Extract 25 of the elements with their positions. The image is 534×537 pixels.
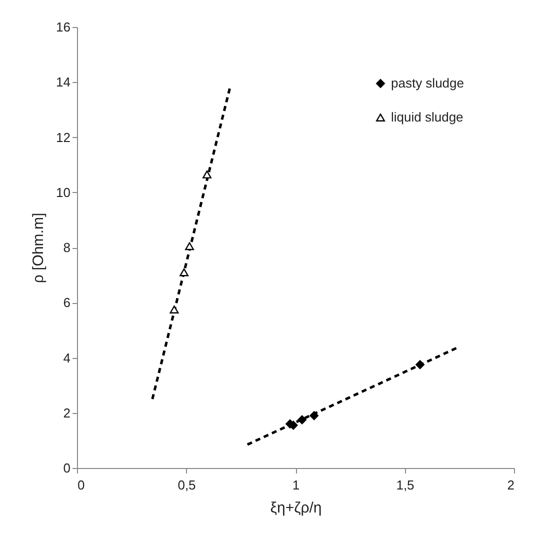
x-tick-label: 1 bbox=[292, 478, 300, 492]
y-tick-label: 12 bbox=[56, 130, 70, 145]
point bbox=[180, 268, 189, 276]
y-tick-label: 10 bbox=[56, 184, 70, 200]
y-tick-label: 0 bbox=[63, 460, 70, 476]
point bbox=[170, 306, 179, 314]
point bbox=[310, 411, 319, 420]
legend-label: pasty sludge bbox=[391, 76, 464, 90]
y-tick-label: 8 bbox=[63, 240, 70, 255]
x-tick-label: 1,5 bbox=[396, 478, 414, 492]
y-tick-label: 6 bbox=[63, 295, 70, 310]
x-tick-label: 2 bbox=[507, 478, 514, 492]
point bbox=[416, 360, 425, 370]
legend-label: liquid sludge bbox=[391, 110, 464, 124]
point bbox=[202, 170, 212, 178]
y-tick-label: 16 bbox=[56, 20, 70, 34]
point bbox=[185, 242, 194, 250]
y-axis-title: ρ [Ohm.m] bbox=[30, 212, 48, 284]
y-tick-label: 14 bbox=[56, 74, 70, 90]
y-tick-label: 4 bbox=[63, 350, 70, 366]
y-tick-label: 2 bbox=[63, 405, 70, 420]
x-tick-label: 0,5 bbox=[178, 478, 196, 492]
point bbox=[298, 415, 307, 424]
x-tick-label: 0 bbox=[78, 478, 85, 492]
x-axis-title: ξη+ζρ/η bbox=[270, 500, 322, 516]
